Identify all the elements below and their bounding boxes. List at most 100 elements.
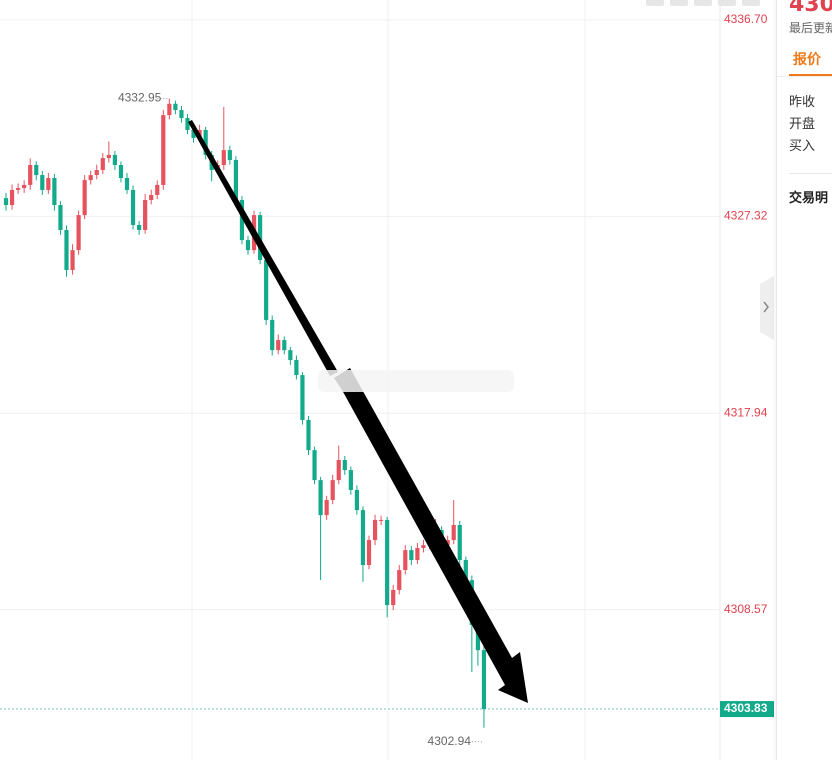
candle-body	[124, 177, 130, 190]
tool-button[interactable]	[646, 0, 664, 6]
candle-body	[16, 188, 21, 190]
field: 买入	[789, 139, 816, 154]
candle-body	[9, 189, 15, 206]
tool-button[interactable]	[670, 0, 688, 6]
field: 开盘	[789, 117, 816, 132]
candle-body	[118, 164, 124, 178]
candle-body	[70, 250, 75, 271]
candle-body	[372, 519, 378, 541]
tab-underline	[789, 74, 832, 76]
candle-body	[300, 375, 305, 420]
collapse-tab[interactable]	[760, 276, 774, 340]
last-price-label: 4303.83	[724, 701, 768, 715]
candle-body	[143, 200, 148, 230]
candle-body	[391, 589, 396, 606]
tab[interactable]: 报价	[793, 52, 821, 68]
candle-body	[173, 103, 178, 111]
candle-body	[264, 259, 269, 320]
candle-body	[58, 205, 63, 230]
candle-body	[451, 524, 456, 541]
tool-button[interactable]	[718, 0, 736, 6]
candle-body	[82, 180, 87, 216]
candle-body	[463, 559, 468, 581]
y-tick-label: 4317.94	[724, 405, 768, 419]
candle-body	[137, 224, 142, 230]
candle-body	[239, 200, 245, 241]
labels: 4308.57 4317.94 4327.32 4336.70 4332.95 4302.…	[118, 12, 774, 748]
candle-body	[76, 215, 81, 251]
candle-body	[306, 419, 311, 451]
candle-body	[167, 103, 172, 116]
min-label: 4302.94	[428, 734, 472, 748]
candle-body	[40, 175, 45, 190]
candle-body	[481, 650, 487, 710]
y-tick-label: 4308.57	[724, 602, 768, 616]
collapse-icon	[763, 301, 769, 313]
price: 430	[789, 0, 832, 17]
candle-body	[100, 158, 105, 171]
candle-body	[112, 154, 117, 165]
candle-body	[130, 189, 136, 225]
tool-button[interactable]	[742, 0, 760, 6]
candle-body	[155, 184, 160, 195]
candle-body	[179, 110, 184, 119]
toolbar	[646, 0, 760, 6]
candle-body	[409, 550, 414, 560]
candle-body	[324, 500, 329, 516]
candle-body	[348, 470, 353, 490]
candle-body	[385, 519, 390, 606]
candle-body	[203, 129, 208, 155]
field: 昨收	[789, 95, 816, 110]
candle-body	[52, 177, 57, 206]
candle-body	[354, 489, 359, 511]
candle-body	[221, 150, 226, 165]
arrow-shaft-thin	[188, 120, 338, 376]
candle-body	[28, 164, 33, 185]
max-label: 4332.95	[118, 91, 162, 105]
candle-body	[336, 459, 341, 481]
grid	[0, 19, 720, 710]
candle-body	[415, 548, 420, 560]
tool-button[interactable]	[694, 0, 712, 6]
blurred-watermark	[318, 370, 514, 392]
candle-body	[330, 480, 335, 501]
candle-body	[161, 115, 166, 185]
candle-body	[312, 450, 317, 481]
y-tick-label: 4336.70	[724, 12, 768, 26]
candle-body	[421, 545, 426, 549]
candle-body	[106, 154, 111, 159]
candle-body	[22, 184, 27, 189]
candle-body	[457, 524, 462, 560]
candle-body	[3, 198, 9, 206]
side-panel: 430 最后更新 报价 昨收 开盘 买入 交易明	[776, 0, 832, 760]
arrow	[334, 368, 528, 703]
candle-body	[64, 229, 69, 271]
candle-body	[258, 215, 263, 260]
candle-body	[282, 340, 287, 351]
section-title: 交易明	[789, 191, 829, 206]
candle-body	[445, 540, 450, 546]
candle-body	[270, 319, 275, 351]
candle-body	[379, 519, 384, 521]
updated: 最后更新	[789, 21, 832, 35]
last-price-tag	[720, 701, 774, 718]
separator	[777, 76, 832, 77]
candle-body	[185, 118, 190, 130]
candle-body	[342, 459, 347, 471]
candle-body	[233, 159, 238, 201]
candle-body	[294, 359, 299, 376]
candle-body	[227, 150, 232, 160]
y-tick-label: 4327.32	[724, 209, 768, 223]
candle-body	[276, 340, 281, 351]
candles	[3, 98, 487, 728]
candle-body	[46, 177, 51, 190]
candle-body	[288, 350, 293, 360]
candle-body	[94, 170, 99, 176]
chart: 4308.57 4317.94 4327.32 4336.70 4332.95 4302.…	[0, 0, 774, 760]
candle-body	[149, 194, 154, 201]
candle-body	[191, 129, 196, 138]
candle-body	[88, 175, 93, 181]
candle-body	[318, 480, 323, 516]
candle-body	[475, 624, 480, 651]
